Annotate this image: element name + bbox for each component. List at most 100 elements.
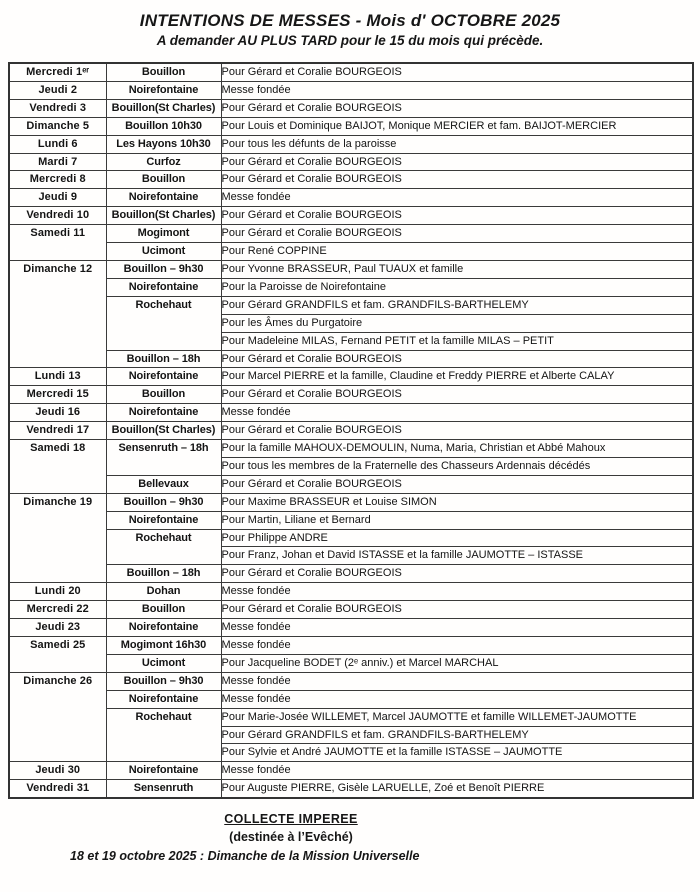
place-cell: Noirefontaine [105, 277, 222, 297]
place-cell: Mogimont 16h30 [105, 636, 222, 655]
place-cell: Mogimont [105, 224, 222, 244]
table-row: Pour Madeleine MILAS, Fernand PETIT et l… [9, 331, 694, 351]
table-row: Mercredi 1ᵉʳ Bouillon Pour Gérard et Coral… [8, 62, 694, 82]
table-row: Mercredi 22 Bouillon Pour Gérard et Corali… [8, 600, 694, 620]
table-row: Noirefontaine Pour Martin, Liliane et Ber… [9, 510, 694, 530]
place-cell: Noirefontaine [105, 510, 222, 530]
place-cell: Rochehaut [105, 295, 222, 351]
intention-cell: Pour Madeleine MILAS, Fernand PETIT et l… [220, 331, 694, 351]
table-row: Vendredi 3 Bouillon(St Charles) Pour Gérar… [8, 98, 694, 118]
intention-cell: Pour Auguste PIERRE, Gisèle LARUELLE, Zo… [220, 779, 694, 799]
intention-cell: Pour la famille MAHOUX-DEMOULIN, Numa, M… [220, 439, 694, 458]
table-row: Pour tous les membres de la Fraternelle … [9, 456, 694, 476]
table-row: Mardi 7 Curfoz Pour Gérard et Coralie BOUR… [8, 152, 694, 172]
place-cell: Bouillon – 18h [105, 564, 222, 584]
intention-cell: Pour Louis et Dominique BAIJOT, Monique … [220, 116, 694, 136]
intention-cell: Pour René COPPINE [220, 242, 694, 261]
intention-cell: Messe fondée [220, 671, 694, 691]
intention-cell: Pour Gérard GRANDFILS et fam. GRANDFILS-… [220, 295, 694, 315]
table-row: Bouillon – 18h Pour Gérard et Coralie BOU… [9, 564, 694, 584]
day-cell: Dimanche 19 [8, 492, 107, 584]
place-cell: Bellevaux [105, 474, 222, 494]
day-cell: Mercredi 22 [8, 600, 107, 620]
table-row: Lundi 13 Noirefontaine Pour Marcel PIERRE … [8, 367, 694, 387]
table-row: Ucimont Pour René COPPINE [9, 242, 694, 261]
place-cell: Les Hayons 10h30 [105, 134, 222, 154]
place-cell: Bouillon 10h30 [105, 116, 222, 136]
intention-cell: Pour Gérard et Coralie BOURGEOIS [220, 385, 694, 405]
intention-cell: Messe fondée [220, 636, 694, 655]
place-cell: Bouillon(St Charles) [105, 206, 222, 226]
collecte-subtitle: (destinée à l’Evêché) [229, 830, 353, 844]
intention-cell: Pour Jacqueline BODET (2ᵉ anniv.) et Mar… [220, 653, 694, 673]
place-cell: Bouillon [105, 62, 222, 82]
table-row: Jeudi 30 Noirefontaine Messe fondée [8, 761, 694, 781]
table-row: Pour les Âmes du Purgatoire [9, 313, 694, 333]
table-row: Lundi 6 Les Hayons 10h30 Pour tous les déf… [8, 134, 694, 154]
day-cell: Vendredi 10 [8, 206, 107, 226]
table-row: Dimanche 19 Bouillon – 9h30 Pour Maxime BR… [8, 492, 694, 584]
day-cell: Dimanche 5 [8, 116, 107, 136]
intention-cell: Pour Gérard et Coralie BOURGEOIS [220, 224, 694, 244]
intention-cell: Pour Martin, Liliane et Bernard [220, 510, 694, 530]
intention-cell: Pour Gérard et Coralie BOURGEOIS [220, 152, 694, 172]
day-cell: Jeudi 16 [8, 403, 107, 423]
place-cell: Bouillon – 9h30 [105, 259, 222, 279]
intention-cell: Messe fondée [220, 761, 694, 781]
place-cell: Noirefontaine [105, 188, 222, 208]
intention-cell: Pour tous les défunts de la paroisse [220, 134, 694, 154]
table-row: Samedi 25 Mogimont 16h30 Messe fondée [8, 636, 694, 673]
mass-intentions-table: Mercredi 1ᵉʳ Bouillon Pour Gérard et Coral… [8, 62, 694, 800]
intention-cell: Messe fondée [220, 403, 694, 423]
place-cell: Dohan [105, 582, 222, 602]
intention-cell: Messe fondée [220, 582, 694, 602]
intention-cell: Pour Gérard et Coralie BOURGEOIS [220, 421, 694, 441]
day-cell: Jeudi 2 [8, 80, 107, 100]
table-row: Noirefontaine Messe fondée [9, 689, 694, 709]
table-row: Jeudi 23 Noirefontaine Messe fondée [8, 618, 694, 637]
place-cell: Bouillon(St Charles) [105, 98, 222, 118]
table-row: Vendredi 17 Bouillon(St Charles) Pour Géra… [8, 421, 694, 441]
day-cell: Jeudi 30 [8, 761, 107, 781]
place-cell: Curfoz [105, 152, 222, 172]
table-row: Ucimont Pour Jacqueline BODET (2ᵉ anniv.)… [9, 653, 694, 673]
table-row: Dimanche 12 Bouillon – 9h30 Pour Yvonne BR… [8, 259, 694, 369]
place-cell: Noirefontaine [105, 761, 222, 781]
intention-cell: Pour Gérard et Coralie BOURGEOIS [220, 349, 694, 369]
place-cell: Bouillon – 9h30 [105, 492, 222, 512]
day-cell: Dimanche 26 [8, 671, 107, 763]
intention-cell: Pour Franz, Johan et David ISTASSE et la… [220, 546, 694, 566]
place-cell: Bouillon – 9h30 [105, 671, 222, 691]
place-cell: Rochehaut [105, 528, 222, 566]
place-cell: Sensenruth – 18h [105, 439, 222, 476]
mission-universelle-line: 18 et 19 octobre 2025 : Dimanche de la M… [70, 849, 420, 863]
intention-cell: Pour la Paroisse de Noirefontaine [220, 277, 694, 297]
place-cell: Rochehaut [105, 707, 222, 763]
intention-cell: Pour tous les membres de la Fraternelle … [220, 456, 694, 476]
intention-cell: Pour Maxime BRASSEUR et Louise SIMON [220, 492, 694, 512]
intention-cell: Messe fondée [220, 618, 694, 637]
intention-cell: Pour Gérard et Coralie BOURGEOIS [220, 170, 694, 190]
day-cell: Mercredi 15 [8, 385, 107, 405]
collecte-title: COLLECTE IMPEREE [224, 812, 358, 826]
place-cell: Sensenruth [105, 779, 222, 799]
day-cell: Vendredi 31 [8, 779, 107, 799]
day-cell: Samedi 25 [8, 636, 107, 673]
place-cell: Noirefontaine [105, 367, 222, 387]
table-row: Bouillon – 18h Pour Gérard et Coralie BOU… [9, 349, 694, 369]
table-row: Lundi 20 Dohan Messe fondée [8, 582, 694, 602]
day-cell: Lundi 13 [8, 367, 107, 387]
day-cell: Vendredi 17 [8, 421, 107, 441]
table-row: Samedi 18 Sensenruth – 18h Pour la famille… [8, 439, 694, 494]
table-row: Mercredi 15 Bouillon Pour Gérard et Corali… [8, 385, 694, 405]
table-row: Mercredi 8 Bouillon Pour Gérard et Coralie… [8, 170, 694, 190]
intention-cell: Pour Gérard et Coralie BOURGEOIS [220, 600, 694, 620]
day-cell: Mercredi 1ᵉʳ [8, 62, 107, 82]
place-cell: Noirefontaine [105, 80, 222, 100]
day-cell: Mardi 7 [8, 152, 107, 172]
table-row: Rochehaut Pour Philippe ANDRE [9, 528, 694, 566]
intention-cell: Pour Gérard GRANDFILS et fam. GRANDFILS-… [220, 725, 694, 745]
collecte-block: COLLECTE IMPEREE (destinée à l’Evêché) [0, 812, 582, 844]
table-row: Bellevaux Pour Gérard et Coralie BOURGEOI… [9, 474, 694, 494]
